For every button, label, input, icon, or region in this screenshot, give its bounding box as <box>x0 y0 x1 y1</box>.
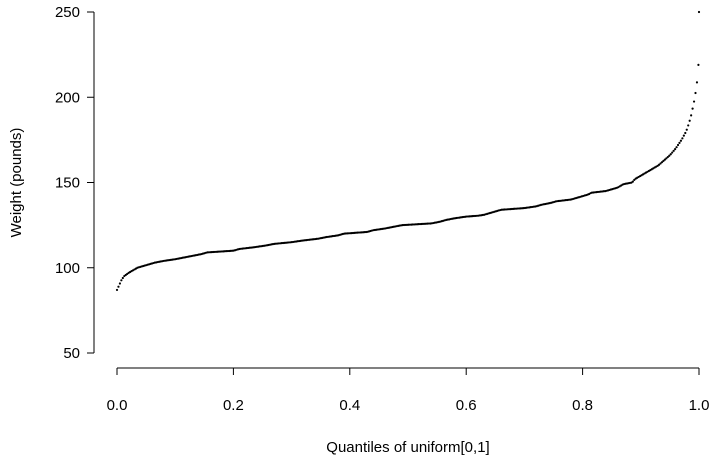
data-point <box>691 107 694 110</box>
x-ticks: 0.0 0.2 0.4 0.6 0.8 1.0 <box>107 368 710 414</box>
x-axis-title: Quantiles of uniform[0,1] <box>326 439 489 456</box>
data-point <box>633 178 636 181</box>
data-point <box>631 180 634 183</box>
data-point <box>663 158 667 161</box>
data-point <box>659 162 662 165</box>
x-tick-label: 1.0 <box>689 397 710 414</box>
data-point <box>694 91 697 95</box>
data-point <box>690 114 693 117</box>
data-point <box>118 282 122 285</box>
data-point <box>668 154 671 157</box>
data-point <box>675 146 678 149</box>
y-ticks: 50 100 150 200 250 <box>55 4 94 362</box>
data-point <box>695 81 699 84</box>
data-point <box>117 285 120 288</box>
y-axis-title: Weight (pounds) <box>8 128 25 238</box>
x-tick-label: 0.8 <box>572 397 593 414</box>
data-point <box>115 288 119 292</box>
data-point <box>692 100 696 103</box>
data-point <box>678 141 681 144</box>
axes: 0.0 0.2 0.4 0.6 0.8 1.0 50 100 150 200 250 <box>55 4 709 414</box>
data-point <box>666 155 669 159</box>
data-point <box>685 128 688 131</box>
x-tick-label: 0.0 <box>107 397 128 414</box>
x-tick-label: 0.4 <box>339 397 360 414</box>
y-tick-label: 200 <box>55 89 80 106</box>
data-point <box>674 148 677 151</box>
data-point <box>665 157 668 160</box>
data-point <box>676 143 680 147</box>
data-point <box>681 137 684 140</box>
x-tick-label: 0.2 <box>223 397 244 414</box>
y-tick-label: 150 <box>55 175 80 192</box>
data-point <box>660 161 664 164</box>
data-point <box>121 276 124 280</box>
y-tick-label: 100 <box>55 260 80 277</box>
data-point <box>662 159 665 162</box>
data-point <box>657 163 661 166</box>
data-point <box>682 134 685 137</box>
data-point <box>120 279 123 282</box>
data-point <box>697 10 701 14</box>
data-point <box>672 149 675 152</box>
y-tick-label: 50 <box>63 345 80 362</box>
data-point <box>679 139 683 142</box>
data-point <box>684 131 687 135</box>
data-points <box>115 10 701 292</box>
data-point <box>697 63 700 66</box>
y-tick-label: 250 <box>55 4 80 21</box>
data-point <box>671 151 674 154</box>
data-point <box>687 124 690 127</box>
data-point <box>688 119 691 122</box>
data-point <box>669 153 672 156</box>
x-tick-label: 0.6 <box>456 397 477 414</box>
